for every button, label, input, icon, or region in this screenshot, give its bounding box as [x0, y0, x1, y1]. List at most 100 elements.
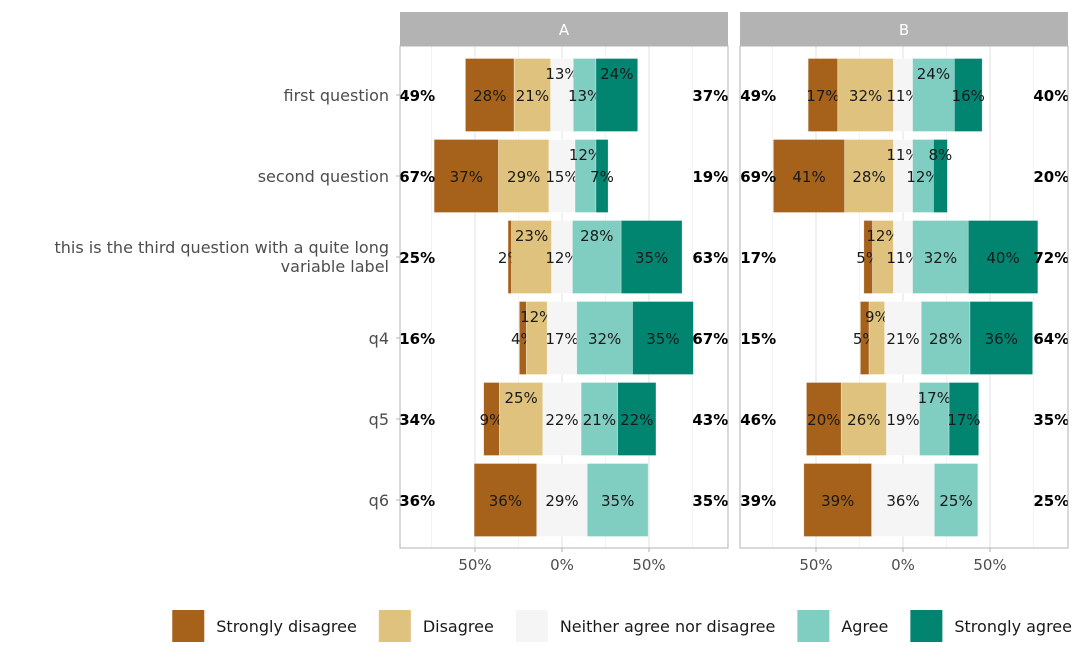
- bar-segment-label: 12%: [569, 146, 602, 164]
- bar-segment-label: 24%: [600, 65, 633, 83]
- bar-segment: [806, 382, 842, 456]
- bar-segment: [871, 463, 935, 537]
- bar-segment-label: 32%: [849, 87, 882, 105]
- bar-segment-label: 35%: [646, 330, 679, 348]
- bar-segment-label: 32%: [924, 249, 957, 267]
- bar-segment-label: 29%: [507, 168, 540, 186]
- bar-segment-label: 28%: [580, 227, 613, 245]
- bar-segment: [773, 139, 846, 213]
- bar-segment-label: 12%: [545, 249, 578, 267]
- total-agree-label: 63%: [692, 249, 728, 267]
- bar-segment-label: 23%: [515, 227, 548, 245]
- bar-segment-label: 16%: [952, 87, 985, 105]
- total-disagree-label: 39%: [740, 492, 776, 510]
- total-disagree-label: 16%: [399, 330, 435, 348]
- total-agree-label: 19%: [692, 168, 728, 186]
- bar-segment: [546, 301, 578, 375]
- bar-segment-label: 36%: [985, 330, 1018, 348]
- bar-segment: [595, 58, 638, 132]
- panel-strip: [740, 12, 1068, 46]
- bar-segment-label: 12%: [520, 308, 553, 326]
- x-axis-tick-label: 0%: [891, 556, 915, 574]
- bar-segment: [807, 58, 839, 132]
- total-disagree-label: 69%: [740, 168, 776, 186]
- bar-segment: [884, 301, 922, 375]
- bar-segment-label: 21%: [583, 411, 616, 429]
- bar-segment: [919, 382, 950, 456]
- y-axis-label: this is the third question with a quite …: [55, 238, 390, 276]
- bar-segment: [617, 382, 657, 456]
- bar-segment: [803, 463, 872, 537]
- total-agree-label: 72%: [1033, 249, 1069, 267]
- bar-segment-label: 22%: [620, 411, 653, 429]
- panel-strip-label: A: [559, 21, 570, 39]
- bar-segment-label: 22%: [545, 411, 578, 429]
- bar-segment-label: 35%: [601, 492, 634, 510]
- bar-segment: [967, 220, 1039, 294]
- bar-segment-label: 28%: [852, 168, 885, 186]
- total-disagree-label: 15%: [740, 330, 776, 348]
- bar-segment-label: 25%: [939, 492, 972, 510]
- legend-label: Agree: [841, 617, 888, 636]
- total-disagree-label: 49%: [740, 87, 776, 105]
- bar-segment: [536, 463, 588, 537]
- bar-segment-label: 36%: [489, 492, 522, 510]
- bar-segment-label: 35%: [635, 249, 668, 267]
- legend-swatch: [910, 610, 943, 642]
- legend-label: Neither agree nor disagree: [560, 617, 776, 636]
- panel-border: [399, 45, 729, 549]
- bar-segment-label: 13%: [545, 65, 578, 83]
- bar-segment: [934, 463, 979, 537]
- y-axis-label: second question: [258, 167, 389, 186]
- bar-segment-label: 7%: [590, 168, 614, 186]
- bar-segment: [933, 139, 948, 213]
- x-axis-tick-label: 50%: [632, 556, 665, 574]
- y-axis-label: q6: [369, 491, 389, 510]
- bar-segment-label: 17%: [806, 87, 839, 105]
- bar-segment: [513, 58, 551, 132]
- y-axis-label-line: variable label: [281, 257, 389, 276]
- total-agree-label: 67%: [692, 330, 728, 348]
- total-disagree-label: 49%: [399, 87, 435, 105]
- panel-A: 28% 21% 13% 13% 24% 49% 37% 37% 29% 15% 12% 7% 67% 19…: [399, 46, 728, 548]
- bar-segment-label: 37%: [450, 168, 483, 186]
- bar-segment: [511, 220, 552, 294]
- bar-segment: [954, 58, 983, 132]
- total-agree-label: 35%: [692, 492, 728, 510]
- bar-segment-label: 21%: [886, 330, 919, 348]
- bar-segment-label: 19%: [886, 411, 919, 429]
- x-axis-tick-label: 50%: [458, 556, 491, 574]
- bar-segment-label: 29%: [545, 492, 578, 510]
- bar-segment-label: 8%: [929, 146, 953, 164]
- bar-segment-label: 17%: [545, 330, 578, 348]
- total-agree-label: 43%: [692, 411, 728, 429]
- total-disagree-label: 46%: [740, 411, 776, 429]
- total-agree-label: 64%: [1033, 330, 1069, 348]
- total-agree-label: 37%: [692, 87, 728, 105]
- total-disagree-label: 36%: [399, 492, 435, 510]
- bar-segment: [595, 139, 609, 213]
- bar-segment: [837, 58, 894, 132]
- bar-segment: [572, 220, 622, 294]
- panel-strip-label: B: [899, 21, 909, 39]
- legend-swatch: [797, 610, 830, 642]
- legend-swatch: [515, 610, 548, 642]
- bar-segment-label: 15%: [545, 168, 578, 186]
- bar-segment-label: 9%: [480, 411, 504, 429]
- bar-segment-label: 25%: [504, 389, 537, 407]
- bar-segment: [576, 301, 633, 375]
- legend-label: Strongly disagree: [216, 617, 357, 636]
- x-axis-tick-label: 50%: [973, 556, 1006, 574]
- bar-segment-label: 32%: [588, 330, 621, 348]
- bar-segment-label: 41%: [792, 168, 825, 186]
- bar-segment: [632, 301, 694, 375]
- bar-segment: [473, 463, 538, 537]
- panel-strip: [400, 12, 728, 46]
- bar-segment: [586, 463, 649, 537]
- total-agree-label: 20%: [1033, 168, 1069, 186]
- bar-segment: [499, 382, 544, 456]
- bar-segment: [844, 139, 894, 213]
- bar-segment-label: 13%: [568, 87, 601, 105]
- bar-segment-label: 21%: [516, 87, 549, 105]
